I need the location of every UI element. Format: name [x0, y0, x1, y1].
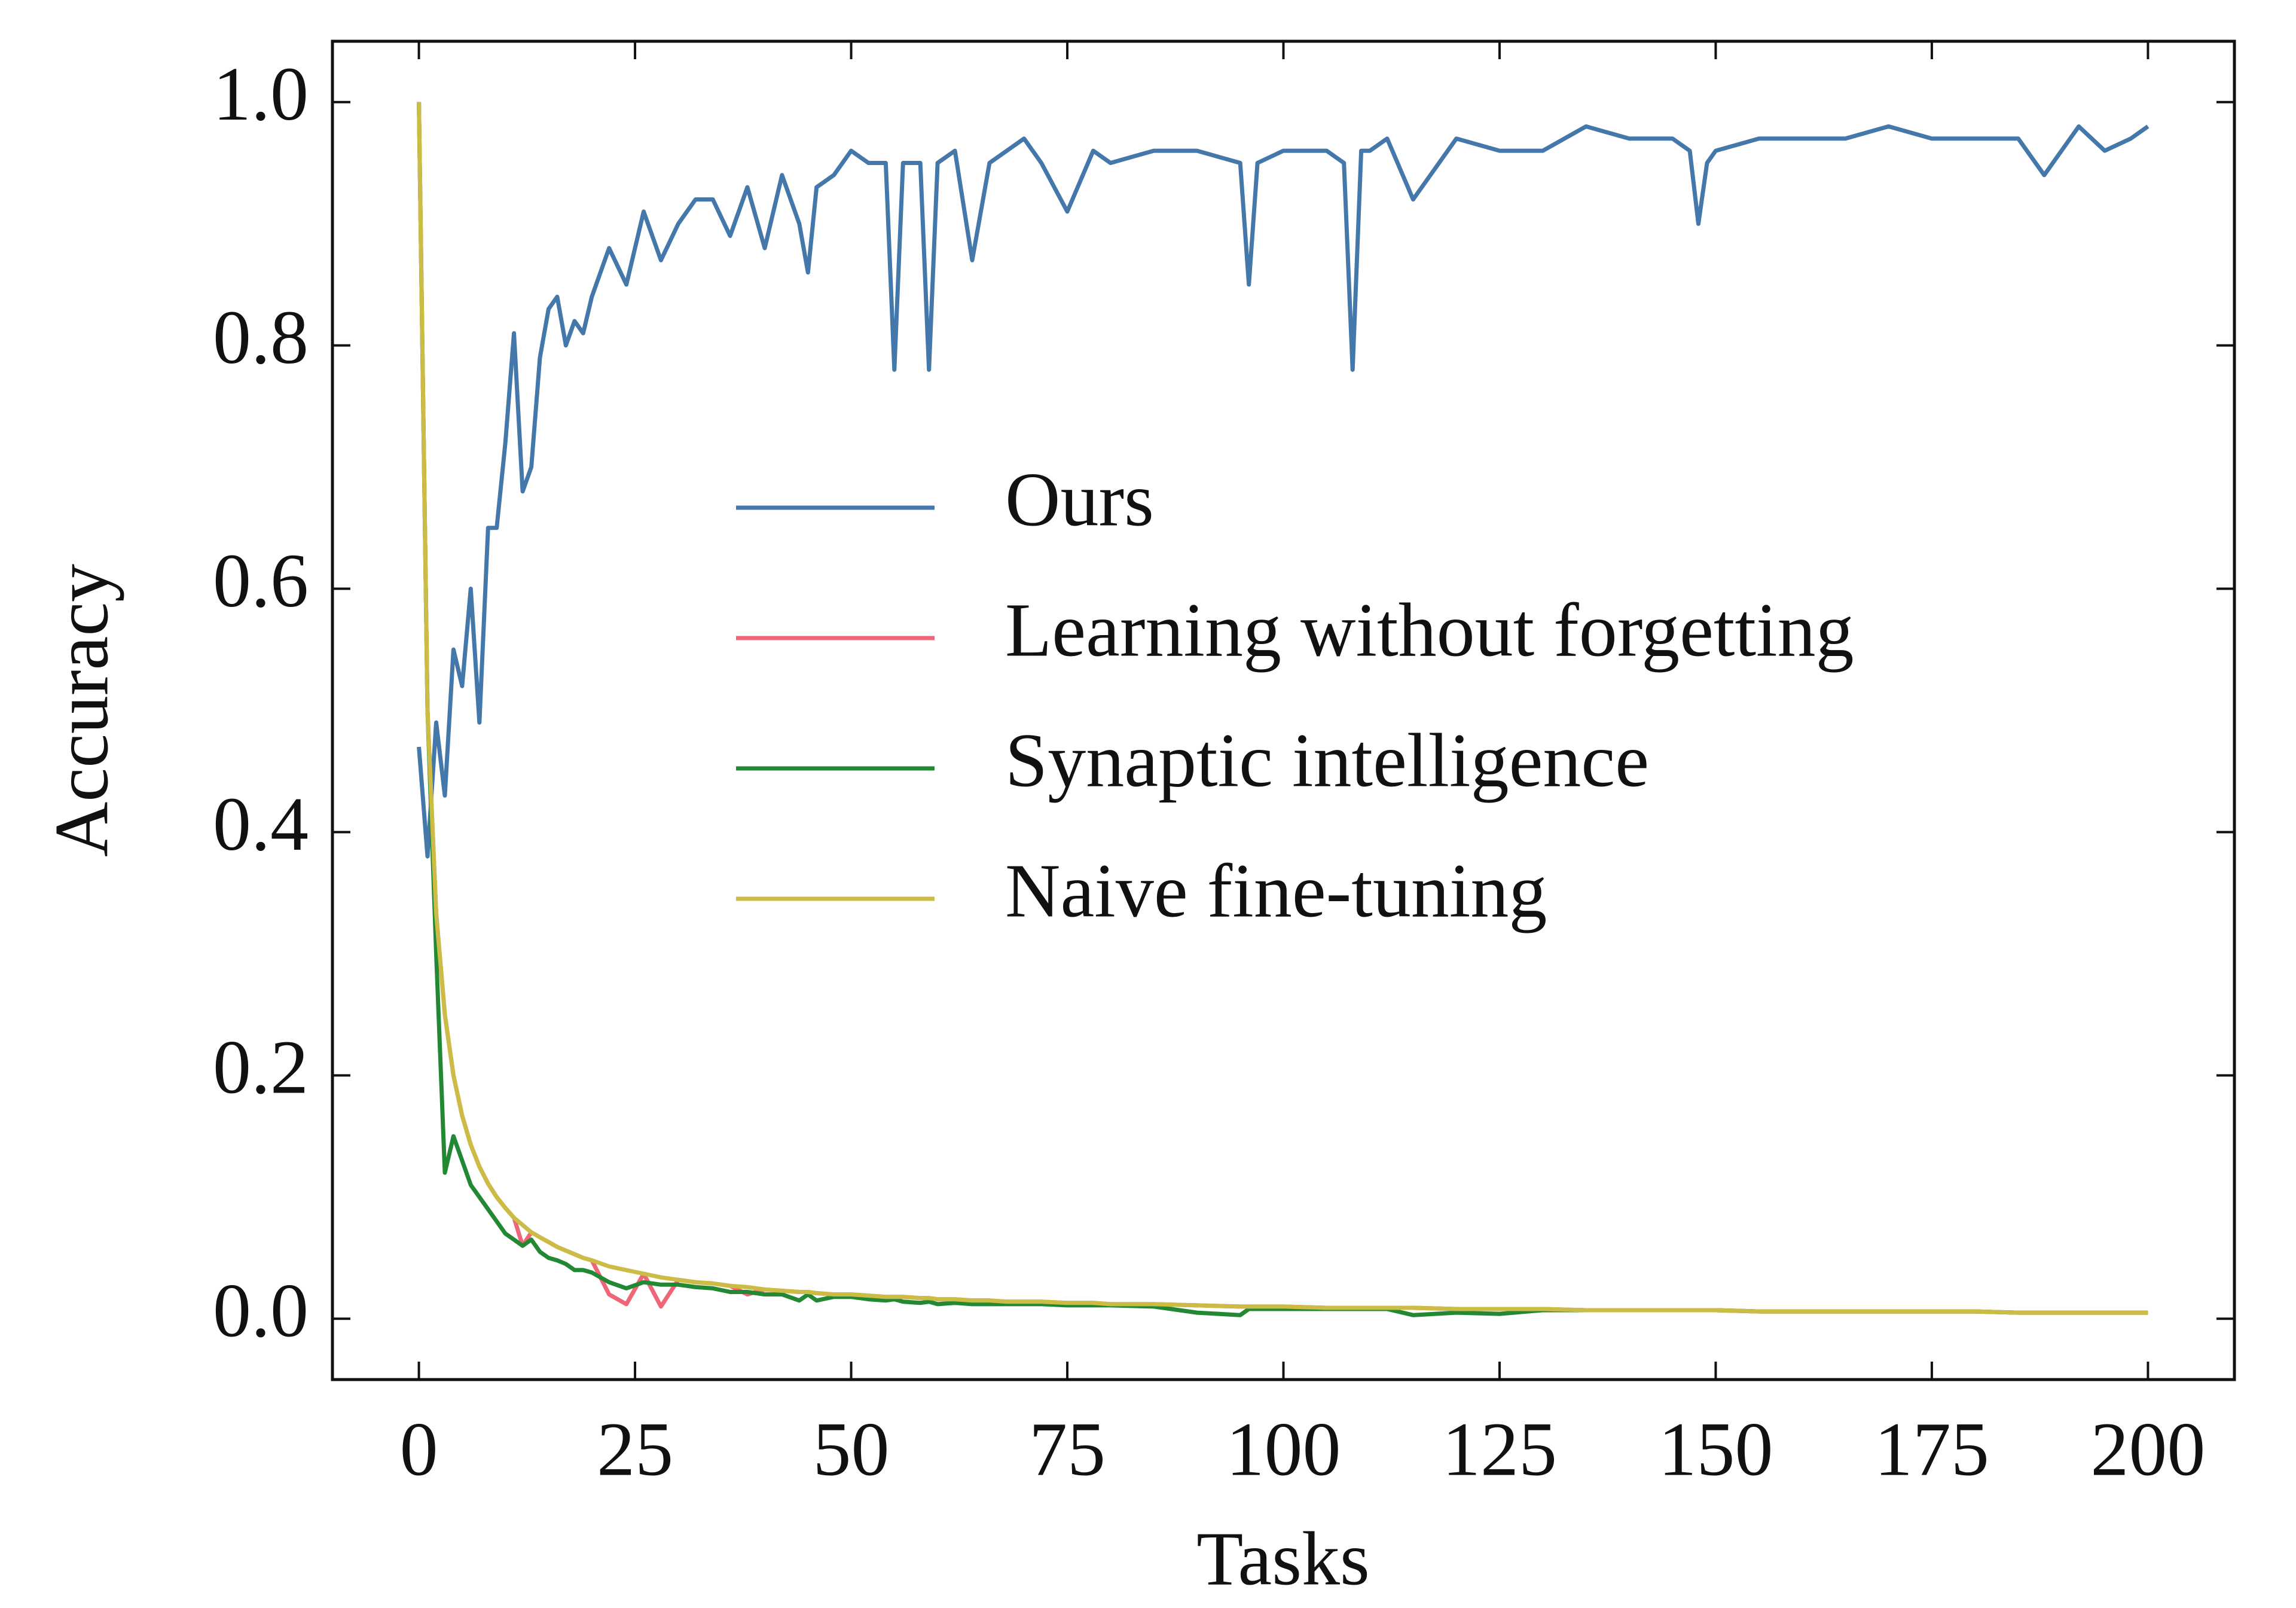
y-tick-label: 0.6 [213, 538, 309, 623]
y-tick-label: 0.8 [213, 295, 309, 380]
legend-label: Naive fine-tuning [1005, 848, 1547, 933]
legend-label: Ours [1005, 457, 1154, 542]
series-line [417, 124, 2150, 859]
y-tick-label: 0.4 [213, 782, 309, 866]
x-tick-label: 150 [1658, 1406, 1773, 1491]
legend-label: Synaptic intelligence [1005, 718, 1649, 803]
x-axis-label: Tasks [1196, 1516, 1370, 1601]
x-tick-label: 175 [1874, 1406, 1989, 1491]
x-tick-label: 50 [813, 1406, 890, 1491]
y-axis-label: Accuracy [39, 564, 124, 857]
legend-label: Learning without forgetting [1005, 587, 1854, 672]
x-tick-label: 200 [2090, 1406, 2205, 1491]
series-line [417, 102, 2148, 1315]
x-tick-label: 0 [400, 1406, 438, 1491]
y-tick-label: 0.2 [213, 1025, 309, 1110]
series-line [417, 102, 2148, 1317]
x-tick-label: 75 [1029, 1406, 1106, 1491]
plot-frame [331, 39, 2236, 1381]
y-tick-label: 1.0 [213, 51, 309, 136]
series-line [417, 102, 2148, 1315]
x-tick-label: 125 [1442, 1406, 1557, 1491]
x-tick-label: 25 [597, 1406, 673, 1491]
x-tick-label: 100 [1226, 1406, 1341, 1491]
y-tick-label: 0.0 [213, 1268, 309, 1353]
